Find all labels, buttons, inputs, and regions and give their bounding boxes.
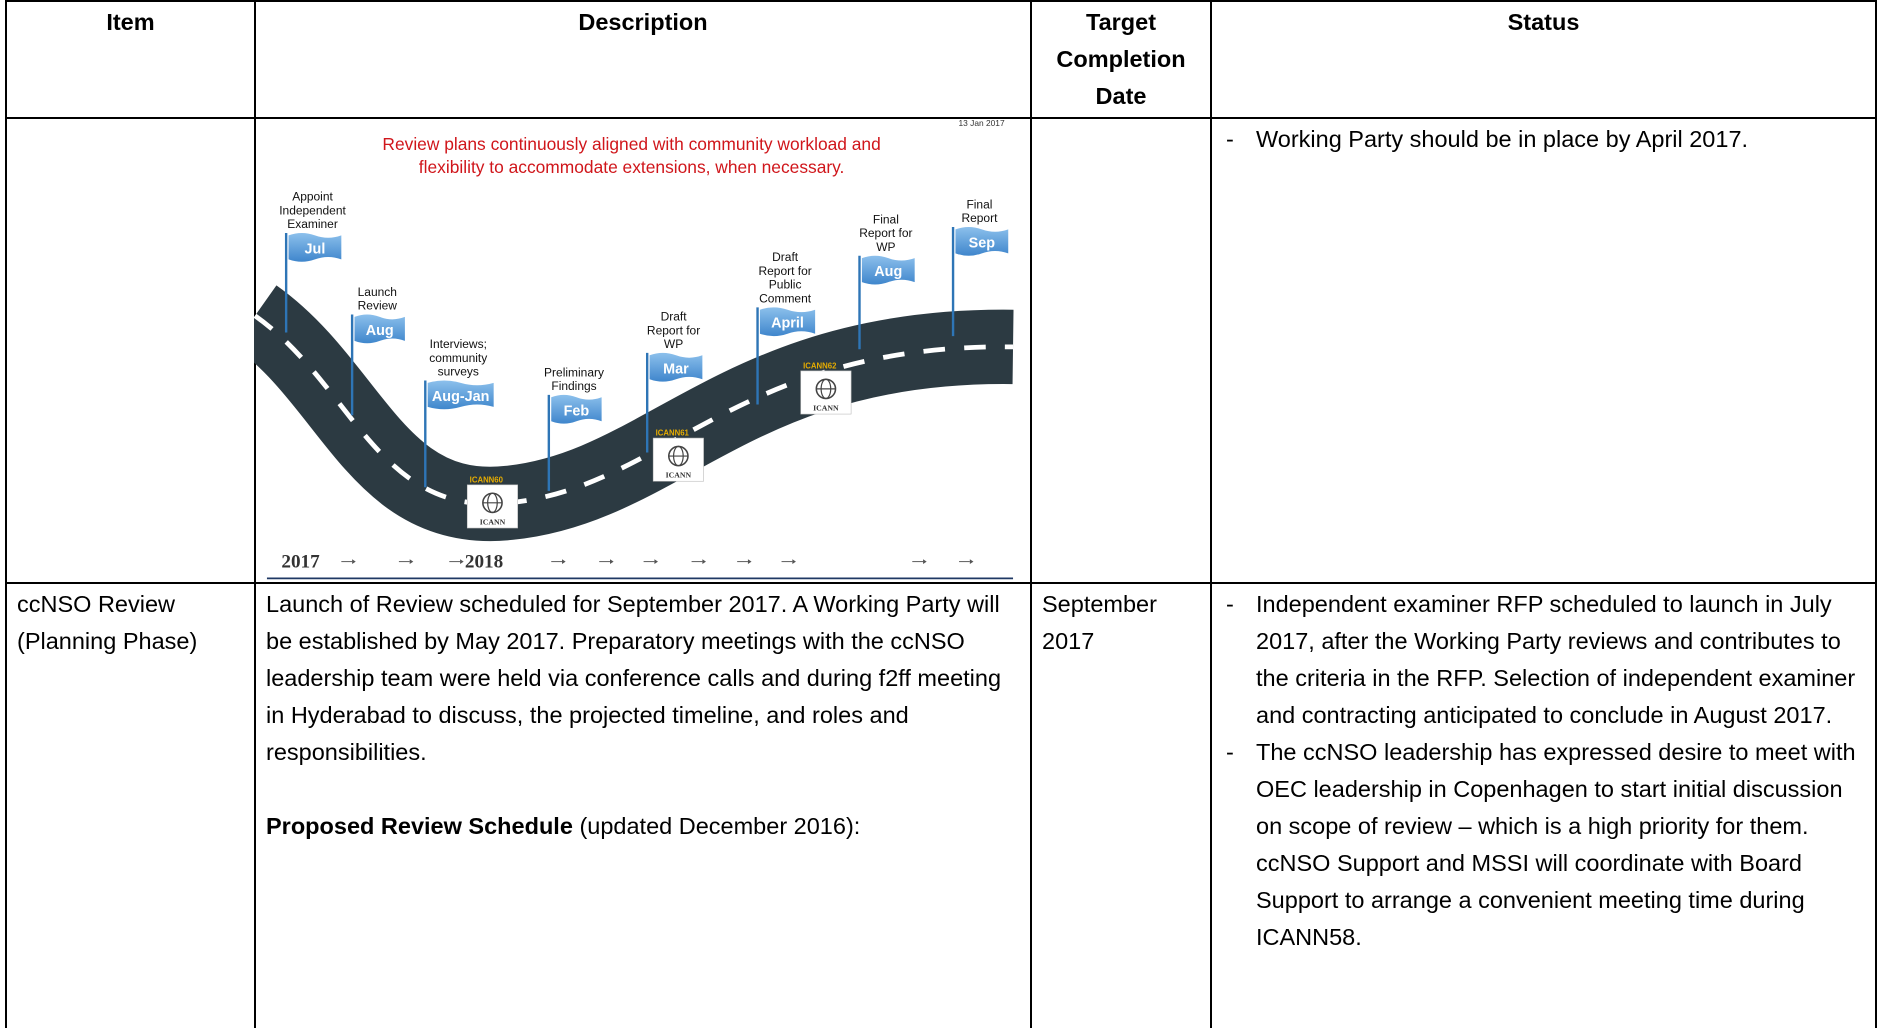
status-cell: Working Party should be in place by Apri… [1210, 117, 1877, 584]
header-cell: Status [1210, 0, 1877, 119]
logo-text: ICANN [813, 403, 839, 412]
arrow [923, 559, 927, 565]
page: Item Description Target Completion Date … [0, 0, 1877, 1007]
milestone-label: Independent [279, 203, 346, 217]
flag [955, 226, 1009, 256]
milestone-label: Draft [661, 310, 688, 324]
milestone-label: Public [769, 278, 802, 292]
roadmap-figure: 13 Jan 2017 Review plans continuously ali… [254, 119, 1014, 580]
figure-date: 13 Jan 2017 [959, 119, 1005, 128]
arrow [409, 559, 414, 565]
flag [759, 307, 816, 337]
arrow [460, 559, 464, 565]
arrow [610, 559, 614, 565]
arrow [792, 559, 796, 565]
item-cell: ccNSO Review (Planning Phase) [5, 582, 256, 1028]
milestone-label: community [429, 351, 487, 365]
target-date: September 2017 [1042, 591, 1157, 654]
status-item: The ccNSO leadership has expressed desir… [1222, 734, 1865, 956]
flag [354, 314, 405, 344]
flag [649, 352, 703, 382]
meeting-name: ICANN60 [470, 475, 504, 484]
item-cell [5, 117, 256, 584]
milestone-label: Interviews; [430, 337, 487, 351]
description-cell: 13 Jan 2017 Review plans continuously ali… [254, 117, 1032, 584]
flag-label: Aug [874, 264, 902, 280]
milestone-label: Report [961, 211, 998, 225]
year-label: 2018 [465, 552, 503, 573]
milestone-label: surveys [438, 365, 479, 379]
logo-box [466, 484, 518, 529]
milestone-label: Examiner [287, 217, 338, 231]
status-item: Independent examiner RFP scheduled to la… [1222, 586, 1865, 734]
arrow [969, 559, 974, 565]
status-cell: Independent examiner RFP scheduled to la… [1210, 582, 1877, 1028]
flag [861, 255, 915, 285]
logo-text: ICANN [666, 471, 692, 480]
milestone-label: Draft [772, 250, 799, 264]
arrow [654, 559, 658, 565]
milestone-label: Final [873, 212, 899, 226]
road [254, 285, 1014, 542]
description-text: Launch of Review scheduled for September… [266, 591, 1002, 765]
schedule-heading: Proposed Review Schedule (updated Decemb… [266, 808, 1020, 845]
header-row: Item Description Target Completion Date … [5, 0, 1877, 119]
milestone-label: Report for [647, 323, 700, 337]
flag-label: Mar [663, 361, 689, 377]
year-label: 2017 [281, 552, 320, 573]
row: ccNSO Review (Planning Phase) Launch of … [5, 582, 1877, 1028]
arrow [747, 559, 752, 565]
logo-box [652, 437, 704, 482]
headline: Review plans continuously aligned with c… [382, 134, 880, 154]
milestone-label: Final [966, 197, 992, 211]
status-list: Working Party should be in place by Apri… [1222, 121, 1865, 158]
flag [551, 394, 602, 424]
schedule-note: (updated December 2016): [579, 813, 861, 839]
target-cell: September 2017 [1030, 582, 1212, 1028]
header-cell: Item [5, 0, 256, 119]
milestone-label: WP [664, 337, 683, 351]
milestone-label: Findings [551, 379, 596, 393]
milestone-label: Review [358, 299, 398, 313]
review-table: Item Description Target Completion Date … [5, 0, 1877, 1028]
flag [288, 232, 342, 262]
description-cell: Launch of Review scheduled for September… [254, 582, 1032, 1028]
milestone-label: Launch [358, 285, 397, 299]
milestone-label: Preliminary [544, 365, 604, 379]
headline: flexibility to accommodate extensions, w… [419, 157, 845, 177]
meeting-name: ICANN61 [656, 429, 690, 438]
milestone-label: Appoint [292, 190, 333, 204]
status-list: Independent examiner RFP scheduled to la… [1222, 586, 1865, 956]
flag-label: Aug [366, 323, 394, 339]
flag-label: April [771, 316, 804, 332]
logo-text: ICANN [480, 517, 506, 526]
flag-label: Sep [969, 235, 996, 251]
flag-label: Feb [564, 403, 590, 419]
header-cell: Target Completion Date [1030, 0, 1212, 119]
milestone-label: Report for [859, 226, 912, 240]
meeting-name: ICANN62 [803, 361, 837, 370]
flag [427, 380, 494, 410]
schedule-bold: Proposed Review Schedule [266, 813, 573, 839]
header-cell: Description [254, 0, 1032, 119]
status-item: Working Party should be in place by Apri… [1222, 121, 1865, 158]
logo-box [800, 370, 852, 415]
arrow [562, 559, 566, 565]
target-cell [1030, 117, 1212, 584]
row: 13 Jan 2017 Review plans continuously ali… [5, 117, 1877, 584]
flag-label: Jul [305, 241, 326, 257]
flag-label: Aug-Jan [432, 389, 490, 405]
arrow [702, 559, 706, 565]
milestone-label: Comment [759, 292, 812, 306]
milestone-label: Report for [758, 264, 811, 278]
arrow [352, 559, 356, 565]
milestone-label: WP [876, 240, 895, 254]
